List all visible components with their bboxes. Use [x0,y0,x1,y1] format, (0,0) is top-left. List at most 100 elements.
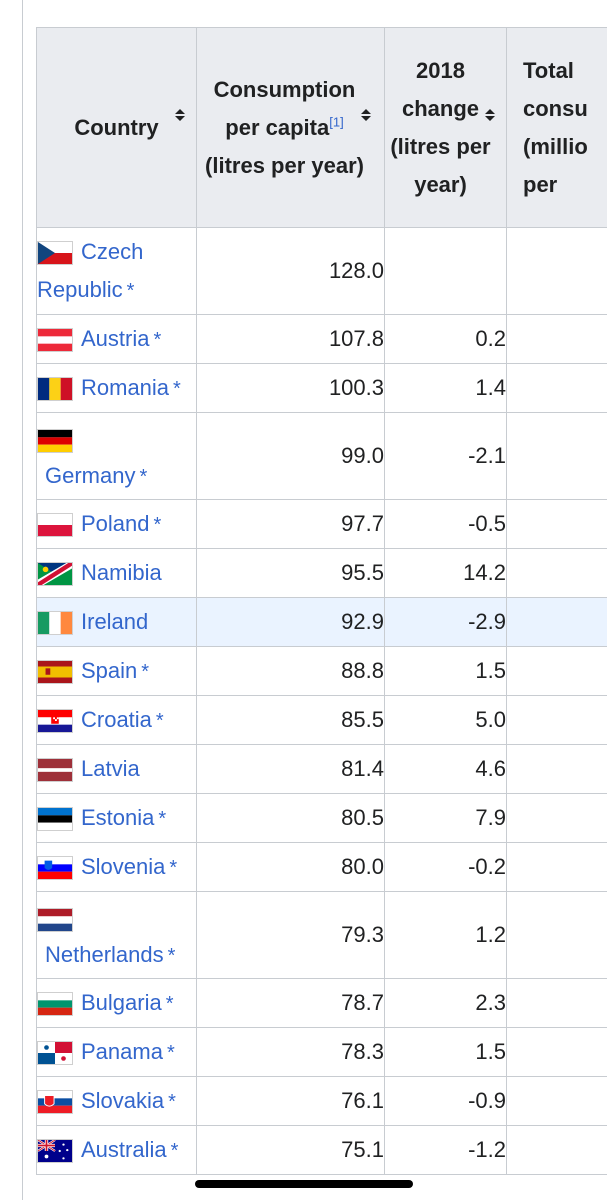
cell-country: Slovenia * [36,842,197,892]
footnote-star[interactable]: * [155,709,164,732]
cell-country: Estonia * [36,793,197,843]
cell-total [506,646,607,696]
flag-pa-icon [37,1041,73,1066]
cell-consumption: 128.0 [196,227,385,315]
cell-change [384,227,507,315]
flag-bg-icon [37,992,73,1017]
country-link[interactable]: Poland [81,510,150,536]
cell-country: Romania * [36,363,197,413]
cell-consumption: 95.5 [196,548,385,598]
country-link[interactable]: Netherlands [45,942,164,967]
flag-cz-icon [37,240,73,265]
header-change[interactable]: 2018 change (litres per year) [384,27,507,228]
country-link[interactable]: Romania [81,374,170,400]
table-row: Netherlands * 79.3 1.2 [36,891,607,979]
cell-consumption: 79.3 [196,891,385,979]
footnote-star[interactable]: * [141,660,150,683]
country-link[interactable]: Namibia [81,559,162,585]
footnote-star[interactable]: * [173,377,181,400]
table-row: Austria * 107.8 0.2 [36,314,607,364]
cell-total [506,978,607,1028]
cell-change: -2.9 [384,597,507,647]
footnote-star[interactable]: * [158,807,167,830]
country-link[interactable]: Ireland [81,608,149,634]
footnote-star[interactable]: * [165,992,174,1015]
cell-consumption: 99.0 [196,412,385,500]
footnote-star[interactable]: * [167,945,176,967]
flag-ie-icon [37,611,73,636]
cell-change: 1.2 [384,891,507,979]
country-link[interactable]: Panama [81,1038,163,1064]
country-link[interactable]: Estonia [81,804,155,830]
footnote-star[interactable]: * [126,279,135,302]
cell-country: Namibia [36,548,197,598]
cell-country: Ireland [36,597,197,647]
cell-change: 1.4 [384,363,507,413]
cell-country: Poland * [36,499,197,549]
cell-consumption: 78.3 [196,1027,385,1077]
cell-consumption: 88.8 [196,646,385,696]
country-link[interactable]: Spain [81,657,138,683]
cell-change: -0.2 [384,842,507,892]
footnote-star[interactable]: * [170,1139,179,1162]
country-link[interactable]: Latvia [81,755,140,781]
country-link[interactable]: Croatia [81,706,152,732]
header-total[interactable]: Total consu (millio per [506,27,607,228]
cell-change: 0.2 [384,314,507,364]
footnote-star[interactable]: * [166,1041,175,1064]
cell-consumption: 97.7 [196,499,385,549]
flag-si-icon [37,856,73,881]
table-header-row: Country Consumption per capita[1] (litre… [36,27,607,228]
country-link[interactable]: Republic [37,276,123,302]
cell-consumption: 81.4 [196,744,385,794]
country-link[interactable]: Slovenia [81,853,166,879]
flag-es-icon [37,660,73,685]
cell-country: Latvia [36,744,197,794]
cell-consumption: 75.1 [196,1125,385,1175]
footnote-star[interactable]: * [168,1090,176,1113]
sort-icon[interactable] [174,107,186,123]
header-country[interactable]: Country [36,27,197,228]
table-row: Panama * 78.3 1.5 [36,1027,607,1077]
table-row: Estonia * 80.5 7.9 [36,793,607,843]
header-change-label: 2018 change (litres per year) [390,57,491,197]
cell-change: 1.5 [384,1027,507,1077]
sort-icon[interactable] [484,107,496,123]
cell-country: Australia * [36,1125,197,1175]
footnote-star[interactable]: * [169,856,178,879]
flag-na-icon [37,562,73,587]
cell-change: 14.2 [384,548,507,598]
cell-consumption: 85.5 [196,695,385,745]
cell-total [506,227,607,315]
cell-consumption: 78.7 [196,978,385,1028]
cell-total [506,793,607,843]
cell-change: 5.0 [384,695,507,745]
sort-icon[interactable] [360,107,372,123]
cell-consumption: 100.3 [196,363,385,413]
country-link[interactable]: Bulgaria [81,989,162,1015]
footnote-star[interactable]: * [153,328,162,351]
table-row: Germany * 99.0 -2.1 [36,412,607,500]
cell-total [506,744,607,794]
footnote-star[interactable]: * [153,513,162,536]
cell-total [506,499,607,549]
cell-total [506,891,607,979]
home-indicator[interactable] [195,1180,413,1188]
cell-total [506,363,607,413]
footnote-star[interactable]: * [139,466,148,488]
reference-link[interactable]: [1] [329,114,344,130]
country-link[interactable]: Germany [45,463,136,488]
cell-country: Slovakia * [36,1076,197,1126]
beer-consumption-table: Country Consumption per capita[1] (litre… [36,27,607,1175]
country-link[interactable]: Czech [81,238,144,264]
header-total-label: Total consu (millio per [523,57,588,197]
country-link[interactable]: Slovakia [81,1087,165,1113]
header-consumption[interactable]: Consumption per capita[1] (litres per ye… [196,27,385,228]
flag-hr-icon [37,709,73,734]
cell-consumption: 92.9 [196,597,385,647]
country-link[interactable]: Austria [81,325,150,351]
cell-total [506,1125,607,1175]
cell-change: 7.9 [384,793,507,843]
country-link[interactable]: Australia [81,1136,167,1162]
